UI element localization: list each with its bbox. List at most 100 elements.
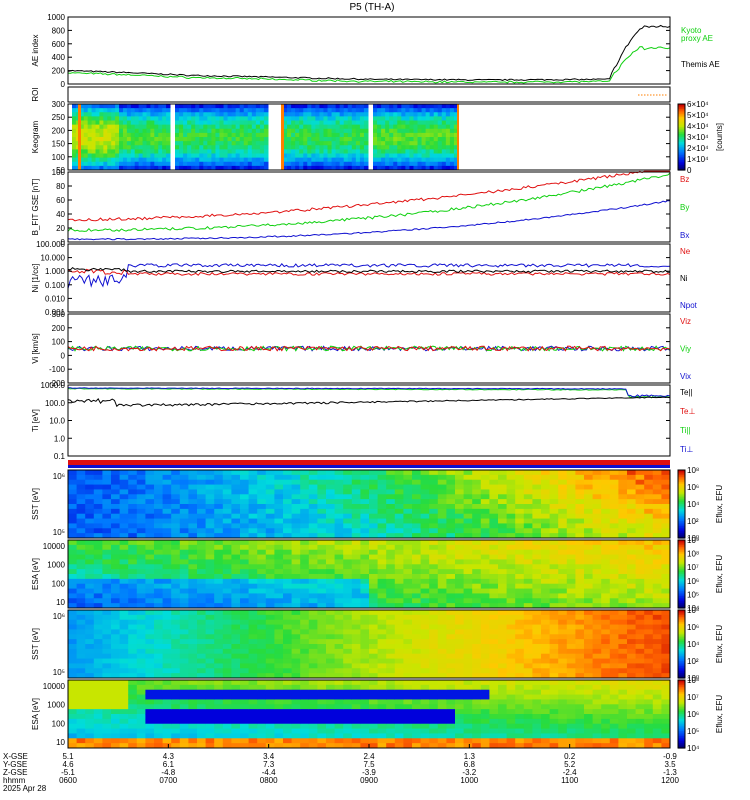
sst_i-cell [377,658,387,664]
sst_i-cell [360,614,370,621]
keogram-cell [343,108,349,113]
keogram-cell [251,149,257,154]
esa_e-cell [609,593,619,599]
sst_e-cell [291,518,301,524]
sst_e-cell [541,499,551,505]
sst_i-cell [627,644,637,650]
esa_e-cell [437,574,447,580]
sst_e-cell [541,513,551,520]
sst_i-cell [403,673,413,679]
keogram-cell [115,120,120,126]
sst_e-cell [592,494,602,500]
keogram-cell [283,157,288,163]
keogram-cell [203,145,208,150]
keogram-cell [79,108,85,113]
sst_i-cell [420,629,430,635]
sst_i-cell [145,619,155,626]
keogram-cell [401,108,406,113]
esa_i-cell [179,733,189,739]
esa_i-cell [214,699,224,705]
sst_e-cell [162,489,172,495]
keogram-cell [239,137,245,142]
keogram-cell [91,161,97,167]
sst_i-cell [523,619,533,626]
keogram-cell [195,165,200,171]
esa_e-cell [498,569,508,575]
esa_i-cell [102,743,112,749]
sst_i-cell [386,614,396,621]
esa_e-cell [541,598,551,604]
keogram-cell [311,104,316,109]
sst_e-cell [76,523,86,529]
keogram-cell [103,149,108,154]
esa_e-colorbar-cell [678,597,685,601]
sst_e-cell [93,523,103,529]
keogram-cell [162,128,167,134]
keogram-cell [307,112,312,117]
sst_e-cell [205,470,215,476]
sst_i-cell [489,663,499,669]
sst_i-cell [111,644,121,650]
esa_i-cell [102,694,112,700]
sst_e-cell [85,479,95,486]
sst_i-colorbar-cell [678,655,685,659]
keogram-cell [166,161,171,167]
sst_i-cell [197,610,207,616]
sst_i-cell [541,658,551,664]
sst_e-cell [515,499,525,505]
sst_i-cell [308,629,318,635]
sst_i-cell [334,653,344,660]
sst_e-cell [463,479,473,486]
keogram-cell [449,137,455,142]
keogram-cell [453,165,459,171]
esa_e-cell [661,559,671,565]
esa_i-cell [145,709,155,715]
sst_e-cell [300,528,310,534]
sst_e-colorbar-cell [678,470,685,473]
sst_i-colorbar-cell [678,654,685,657]
sst_i-cell [188,619,198,626]
sst_e-cell [171,489,181,495]
keogram-cell [343,124,349,130]
esa_i-cell [93,689,103,696]
sst_e-cell [463,499,473,505]
esa_e-cell [463,564,473,570]
esa_e-cell [584,603,594,609]
sst_i-cell [257,619,267,626]
esa_e-cell [566,540,576,546]
keogram-cell [295,137,300,142]
velocity-tick-label: 200 [52,324,66,333]
ae-legend-proxy: proxy AE [681,34,713,43]
keogram-cell [187,112,192,117]
esa_e-cell [102,598,112,604]
sst_i-cell [523,673,533,679]
keogram-colorbar-tick: 1×10⁴ [687,155,709,164]
sst_e-cell [291,494,301,500]
keogram-cell [437,124,443,130]
sst_i-cell [437,668,447,674]
keogram-colorbar-cell [678,168,685,171]
keogram-cell [295,108,300,113]
sst_e-cell [111,479,121,486]
density-frame [67,243,671,313]
keogram-cell [154,149,159,154]
sst_i-cell [601,653,611,660]
sst_i-cell [386,668,396,674]
keogram-cell [359,108,365,113]
sst_e-cell [575,533,585,539]
keogram-cell [126,120,132,126]
keogram-cell [243,132,249,138]
sst_i-cell [455,653,465,660]
esa_e-cell [489,583,499,590]
sst_e-colorbar-cell [678,531,685,534]
esa_e-cell [111,559,121,565]
sst_e-cell [437,479,447,486]
sst_i-cell [171,610,181,616]
sst_e-cell [506,494,516,500]
sst_i-cell [601,673,611,679]
sst_e-cell [145,470,155,476]
sst_i-cell [506,610,516,616]
sst_e-cell [498,504,508,510]
sst_i-colorbar-cell [678,610,685,613]
keogram-cell [122,141,128,146]
